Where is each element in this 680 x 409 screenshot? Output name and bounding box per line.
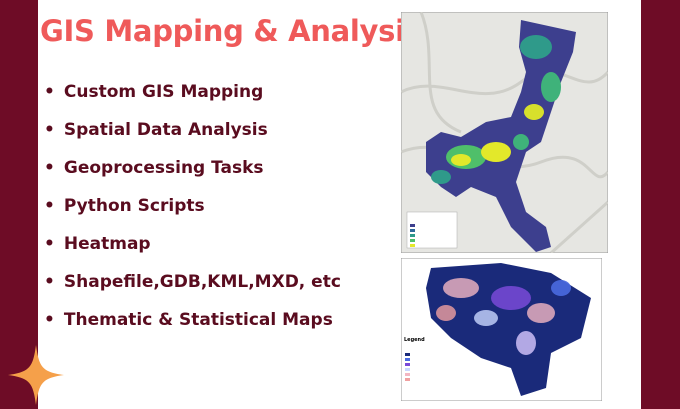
map-1 bbox=[401, 12, 608, 253]
star-shape bbox=[8, 345, 64, 405]
heat-spots bbox=[436, 278, 571, 355]
density-hotspots bbox=[431, 35, 561, 184]
service-item: Shapefile,GDB,KML,MXD, etc bbox=[44, 272, 341, 310]
service-item: Custom GIS Mapping bbox=[44, 82, 341, 120]
service-item: Thematic & Statistical Maps bbox=[44, 310, 341, 348]
sparkle bbox=[8, 345, 64, 405]
legend-swatches bbox=[405, 353, 410, 381]
study-area bbox=[426, 20, 576, 252]
title: GIS Mapping & Analysis bbox=[40, 14, 422, 48]
service-list: Custom GIS MappingSpatial Data AnalysisG… bbox=[44, 82, 341, 348]
terrain bbox=[401, 12, 608, 253]
service-item: Heatmap bbox=[44, 234, 341, 272]
left-border bbox=[0, 0, 38, 409]
map-2: Legend bbox=[401, 258, 602, 401]
right-border bbox=[641, 0, 680, 409]
map-legend bbox=[406, 211, 458, 249]
service-item: Geoprocessing Tasks bbox=[44, 158, 341, 196]
service-item: Spatial Data Analysis bbox=[44, 120, 341, 158]
legend-title: Legend bbox=[404, 337, 425, 343]
service-item: Python Scripts bbox=[44, 196, 341, 234]
legend-swatches bbox=[410, 224, 415, 247]
